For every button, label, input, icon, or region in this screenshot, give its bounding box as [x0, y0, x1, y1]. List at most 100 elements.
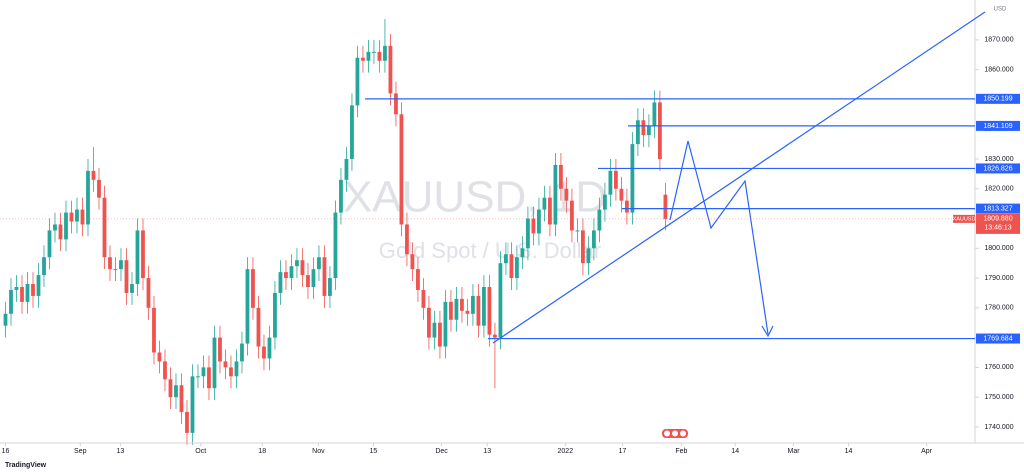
candle-body: [504, 254, 508, 264]
symbol-tag-bg: [953, 214, 975, 223]
candle-body: [515, 257, 519, 279]
candle-body: [86, 170, 90, 225]
y-tick-label: 1760.000: [984, 364, 1013, 371]
arrow-head: [761, 325, 774, 338]
candle-body: [432, 322, 437, 338]
candle-body: [487, 286, 492, 335]
candle-body: [388, 45, 393, 94]
level-label: 1826.826: [983, 165, 1012, 172]
candle-body: [3, 313, 8, 326]
watermark-subtitle: Gold Spot / U.S. Dollar: [379, 238, 602, 263]
candle-body: [262, 346, 266, 359]
x-tick-label: 16: [2, 448, 10, 455]
candle-body: [597, 209, 602, 231]
candle-body: [218, 337, 222, 362]
candle-body: [295, 260, 299, 267]
candle-body: [344, 158, 349, 180]
candle-body: [471, 295, 475, 314]
x-tick-label: 13: [483, 448, 491, 455]
candle-body: [306, 275, 310, 287]
candle-body: [152, 307, 156, 353]
y-tick-label: 1800.000: [984, 245, 1013, 252]
candle-body: [537, 209, 541, 234]
candle-body: [69, 212, 74, 222]
candle-body: [438, 322, 442, 347]
candle-body: [641, 120, 646, 136]
candle-body: [465, 310, 470, 314]
x-tick-label: Apr: [921, 448, 933, 455]
x-tick-label: Nov: [312, 448, 325, 455]
candle-body: [58, 224, 63, 240]
candle-body: [80, 209, 85, 225]
candle-body: [482, 286, 486, 326]
candle-body: [586, 248, 591, 264]
candle-body: [163, 361, 167, 380]
candle-body: [625, 200, 629, 213]
candle-body: [493, 334, 497, 338]
candle-body: [394, 93, 398, 115]
candle-body: [636, 120, 640, 145]
level-label-bg: [976, 333, 1020, 344]
x-tick-label: 13: [117, 448, 125, 455]
y-tick-label: 1820.000: [984, 186, 1013, 193]
candle-body: [273, 292, 277, 338]
candle-body: [174, 385, 178, 398]
candle-body: [570, 200, 574, 231]
candle-body: [339, 179, 343, 213]
candle-body: [366, 51, 371, 61]
x-tick-label: 14: [731, 448, 739, 455]
candle-body: [476, 295, 481, 326]
candle-body: [9, 289, 13, 314]
candle-body: [190, 376, 195, 433]
last-price-bg: [976, 213, 1020, 234]
candle-body: [157, 352, 162, 362]
candle-body: [399, 114, 404, 225]
candle-body: [553, 164, 558, 225]
watermark: XAUUSD, 1D: [343, 173, 607, 222]
candle-body: [97, 179, 101, 198]
x-tick-label: Oct: [195, 448, 206, 455]
level-label-bg: [976, 120, 1020, 131]
candle-body: [603, 194, 607, 210]
candle-body: [355, 57, 360, 106]
y-tick-label: 1750.000: [984, 394, 1013, 401]
candle-body: [410, 254, 415, 270]
candle-body: [619, 188, 624, 201]
candle-body: [278, 272, 283, 293]
x-tick-label: 15: [369, 448, 377, 455]
candle-body: [124, 260, 129, 293]
candle-body: [377, 51, 382, 61]
brand[interactable]: TradingView: [5, 462, 47, 469]
candle-body: [179, 385, 184, 413]
candle-body: [53, 224, 57, 231]
candle-body: [256, 307, 261, 347]
y-tick-label: 1830.000: [984, 156, 1013, 163]
x-tick-label: Mar: [787, 448, 800, 455]
level-label-bg: [976, 203, 1020, 214]
candle-body: [564, 188, 569, 201]
level-label: 1841.109: [983, 123, 1012, 130]
candle-body: [47, 230, 52, 258]
candle-body: [454, 298, 459, 320]
y-tick-label: 1790.000: [984, 275, 1013, 282]
candle-body: [460, 298, 464, 311]
candle-body: [581, 230, 585, 264]
x-tick-label: 17: [619, 448, 627, 455]
candle-body: [20, 286, 24, 302]
candle-body: [526, 218, 530, 249]
candle-body: [64, 212, 68, 240]
x-tick-label: Dec: [435, 448, 448, 455]
candle-body: [300, 260, 305, 276]
candle-body: [207, 367, 211, 389]
candle-body: [267, 337, 272, 359]
candle-body: [102, 197, 107, 258]
candle-body: [449, 301, 453, 320]
x-tick-label: Sep: [74, 448, 87, 455]
candle-body: [146, 278, 151, 308]
level-label-bg: [976, 93, 1020, 104]
events-icon[interactable]: [662, 429, 688, 438]
candle-body: [36, 275, 41, 296]
countdown: 13:46:13: [984, 225, 1011, 232]
candle-body: [42, 257, 46, 276]
